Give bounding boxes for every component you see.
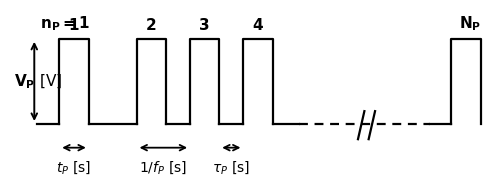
Text: 2: 2 xyxy=(146,18,156,33)
Text: 3: 3 xyxy=(199,18,209,33)
Text: $\tau_P$ [s]: $\tau_P$ [s] xyxy=(212,159,250,176)
Text: 1: 1 xyxy=(68,18,79,33)
Text: $\mathbf{V_P}$ [V]: $\mathbf{V_P}$ [V] xyxy=(14,72,62,91)
Text: $1/f_P$ [s]: $1/f_P$ [s] xyxy=(140,159,188,176)
Text: 4: 4 xyxy=(252,18,263,33)
Text: $\mathbf{n_P = 1}$: $\mathbf{n_P = 1}$ xyxy=(40,14,90,33)
Text: $\mathbf{N_P}$: $\mathbf{N_P}$ xyxy=(459,14,481,33)
Text: $t_P$ [s]: $t_P$ [s] xyxy=(56,159,92,176)
